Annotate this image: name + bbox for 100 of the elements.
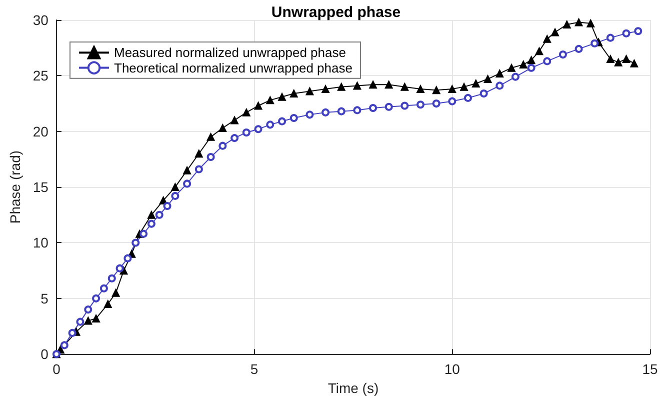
- point: [306, 110, 314, 119]
- point: [590, 39, 599, 48]
- point: [496, 82, 504, 90]
- point: [527, 56, 536, 64]
- chart-title: Unwrapped phase: [271, 4, 401, 21]
- point: [183, 166, 192, 174]
- legend-label: Theoretical normalized unwrapped phase: [114, 60, 352, 76]
- point: [278, 117, 286, 126]
- point: [511, 72, 520, 81]
- point: [484, 75, 492, 84]
- point: [586, 19, 595, 28]
- point: [218, 142, 227, 150]
- point: [606, 54, 614, 63]
- y-tick-label: 30: [32, 12, 49, 28]
- x-tick-label: 15: [642, 361, 658, 378]
- point: [460, 82, 468, 91]
- point: [132, 238, 140, 247]
- point: [230, 134, 239, 142]
- point: [254, 102, 262, 110]
- y-tick-label: 5: [40, 290, 49, 306]
- point: [171, 192, 180, 200]
- point: [92, 314, 100, 322]
- point: [416, 100, 425, 109]
- point: [266, 96, 274, 104]
- x-tick-label: 0: [52, 361, 61, 378]
- point: [140, 230, 148, 238]
- point: [614, 58, 622, 66]
- point: [194, 150, 203, 158]
- point: [574, 18, 583, 26]
- point: [84, 316, 92, 325]
- x-tick-label: 10: [444, 361, 460, 378]
- point: [254, 125, 262, 134]
- y-axis-title: Phase (rad): [7, 150, 23, 224]
- point: [634, 27, 642, 36]
- point: [432, 100, 440, 108]
- point: [290, 90, 298, 98]
- y-tick-label: 15: [32, 179, 49, 196]
- point: [266, 120, 274, 129]
- point: [290, 114, 298, 122]
- point: [606, 34, 614, 42]
- point: [100, 284, 108, 292]
- point: [535, 47, 544, 56]
- point: [147, 210, 156, 219]
- x-axis-title: Time (s): [328, 380, 379, 396]
- point: [60, 341, 68, 350]
- point: [116, 264, 124, 272]
- point: [400, 102, 409, 110]
- point: [519, 60, 528, 69]
- point: [353, 82, 362, 90]
- point: [171, 183, 180, 192]
- point: [147, 220, 156, 228]
- point: [155, 210, 164, 219]
- y-tick-label: 10: [32, 234, 49, 251]
- point: [464, 94, 472, 102]
- point: [527, 64, 536, 72]
- point: [84, 306, 92, 314]
- point: [558, 50, 567, 59]
- point: [496, 69, 504, 78]
- point: [194, 165, 203, 174]
- point: [448, 85, 456, 94]
- point: [337, 107, 346, 116]
- point: [76, 318, 84, 326]
- point: [353, 106, 362, 114]
- point: [218, 124, 227, 132]
- y-tick-label: 0: [40, 346, 49, 362]
- point: [562, 20, 571, 28]
- point: [384, 102, 393, 111]
- point: [322, 85, 330, 94]
- y-tick-label: 20: [32, 123, 49, 140]
- point: [322, 108, 330, 116]
- point: [369, 80, 378, 89]
- y-tick-label: 25: [32, 68, 49, 84]
- point: [306, 87, 314, 96]
- point: [163, 202, 172, 210]
- point: [543, 57, 552, 66]
- x-tick-label: 5: [250, 361, 258, 378]
- point: [630, 59, 638, 68]
- legend-label: Measured normalized unwrapped phase: [114, 45, 346, 60]
- point: [206, 132, 215, 141]
- point: [432, 86, 440, 94]
- point: [551, 28, 560, 36]
- point: [472, 79, 480, 88]
- point: [448, 97, 456, 106]
- point: [230, 116, 239, 124]
- point: [92, 294, 100, 302]
- point: [384, 80, 393, 89]
- point: [183, 180, 192, 188]
- point: [242, 128, 250, 136]
- point: [278, 92, 286, 101]
- point: [112, 288, 120, 297]
- point: [68, 328, 76, 337]
- point: [622, 29, 630, 38]
- point: [480, 90, 488, 98]
- point: [400, 82, 409, 91]
- point: [574, 44, 583, 53]
- point: [337, 82, 346, 91]
- point: [104, 300, 112, 308]
- point: [508, 64, 516, 72]
- point: [206, 152, 215, 161]
- point: [622, 54, 630, 63]
